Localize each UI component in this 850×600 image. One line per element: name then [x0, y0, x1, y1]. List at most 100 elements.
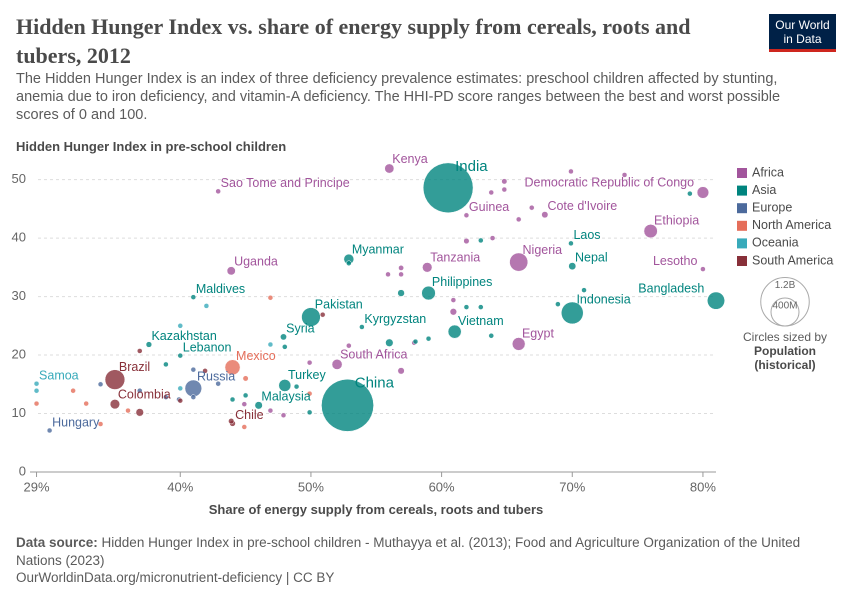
- bubble: [177, 323, 184, 329]
- legend-label: South America: [752, 253, 833, 267]
- chart-title: Hidden Hunger Index vs. share of energy …: [16, 14, 691, 68]
- y-tick-label: 0: [19, 463, 26, 478]
- bubble: [135, 408, 144, 417]
- point-label: Kenya: [392, 152, 427, 166]
- bubble: [267, 341, 274, 348]
- legend-swatch: [737, 168, 747, 178]
- bubble: [145, 341, 153, 348]
- bubble: [509, 252, 529, 272]
- bubble: [385, 271, 391, 278]
- point-label: Maldives: [196, 282, 245, 296]
- x-tick-label: 80%: [690, 479, 716, 494]
- bubble: [163, 394, 169, 400]
- bubble: [359, 324, 365, 330]
- bubble: [643, 224, 658, 239]
- bubble: [293, 383, 300, 390]
- point-label: Mexico: [236, 349, 276, 363]
- bubble: [331, 359, 343, 370]
- point-label: Uganda: [234, 255, 278, 269]
- bubble: [267, 294, 274, 301]
- size-legend-circle: [770, 297, 800, 327]
- legend-label: Europe: [752, 200, 792, 214]
- bubble: [163, 361, 169, 368]
- point-label: Bangladesh: [638, 282, 704, 296]
- bubble: [242, 392, 249, 399]
- size-legend-title: Circles sized by: [742, 330, 828, 344]
- bubble: [241, 424, 248, 430]
- bubble: [541, 211, 549, 219]
- x-axis-label: Share of energy supply from cereals, roo…: [208, 502, 544, 517]
- bubble: [421, 285, 436, 301]
- source-note: Data source: Hidden Hunger Index in pre-…: [16, 534, 816, 570]
- bubble: [398, 271, 404, 278]
- x-tick-label: 60%: [429, 479, 455, 494]
- legend-label: Oceania: [752, 236, 799, 250]
- bubble: [425, 335, 432, 342]
- bubble: [449, 308, 457, 316]
- legend-label: Asia: [752, 183, 776, 197]
- bubble: [707, 291, 725, 310]
- legend-swatch: [737, 185, 747, 196]
- bubble: [463, 304, 470, 310]
- bubble: [450, 297, 457, 303]
- y-tick-label: 10: [12, 405, 26, 420]
- point-label: Tanzania: [430, 251, 480, 265]
- bubble: [104, 369, 126, 390]
- point-label: Samoa: [39, 368, 79, 382]
- bubble: [97, 381, 104, 388]
- bubble: [397, 367, 405, 375]
- point-label: Hungary: [52, 415, 100, 429]
- logo[interactable]: Our World in Data: [769, 14, 836, 52]
- bubble: [447, 324, 462, 339]
- footer[interactable]: OurWorldinData.org/micronutrient-deficie…: [16, 570, 335, 585]
- bubble: [229, 396, 236, 403]
- bubble: [33, 400, 40, 407]
- bubble: [33, 387, 40, 394]
- size-legend-text: Circles sized by Population (historical): [728, 330, 842, 372]
- bubble: [33, 380, 40, 387]
- bubble: [696, 186, 710, 199]
- point-label: Democratic Republic of Congo: [525, 175, 695, 189]
- bubble: [125, 407, 131, 414]
- logo-line: Our World: [775, 18, 830, 32]
- bubble: [190, 394, 197, 400]
- x-tick-label: 29%: [24, 479, 50, 494]
- bubble: [306, 390, 313, 397]
- bubble: [70, 387, 76, 394]
- bubble: [515, 216, 522, 223]
- bubble: [511, 337, 526, 351]
- point-labels: Kenya Sao Tome and Principe Democratic Rep…: [39, 152, 704, 429]
- point-label: Egypt: [522, 326, 554, 340]
- point-label: China: [355, 375, 395, 392]
- bubble: [501, 178, 508, 185]
- point-label: India: [455, 158, 488, 175]
- bubble: [215, 380, 221, 387]
- point-label: Sao Tome and Principe: [221, 176, 350, 190]
- bubble: [581, 287, 587, 293]
- bubble: [97, 421, 104, 427]
- point-label: Guinea: [469, 200, 509, 214]
- point-label: Lesotho: [653, 254, 698, 268]
- point-label: Nepal: [575, 250, 608, 264]
- bubble: [412, 338, 419, 345]
- chart-subtitle: The Hidden Hunger Index is an index of t…: [16, 71, 781, 123]
- bubble: [621, 172, 628, 178]
- bubble: [280, 333, 287, 341]
- bubble: [254, 401, 263, 410]
- point-label: Russia: [197, 370, 235, 384]
- legend-swatch: [737, 256, 747, 266]
- logo-line: in Data: [783, 32, 822, 46]
- y-tick-label: 20: [12, 346, 26, 361]
- bubble: [398, 265, 404, 271]
- bubble: [137, 387, 143, 394]
- bubble: [568, 262, 577, 271]
- source-text: Hidden Hunger Index in pre-school childr…: [16, 535, 801, 568]
- bubble: [568, 168, 574, 175]
- bubble: [46, 427, 53, 434]
- legend-swatch: [737, 238, 747, 249]
- bubble: [306, 409, 313, 416]
- bubble: [319, 311, 326, 318]
- bubble: [306, 359, 313, 366]
- point-label: Ethiopia: [654, 213, 699, 227]
